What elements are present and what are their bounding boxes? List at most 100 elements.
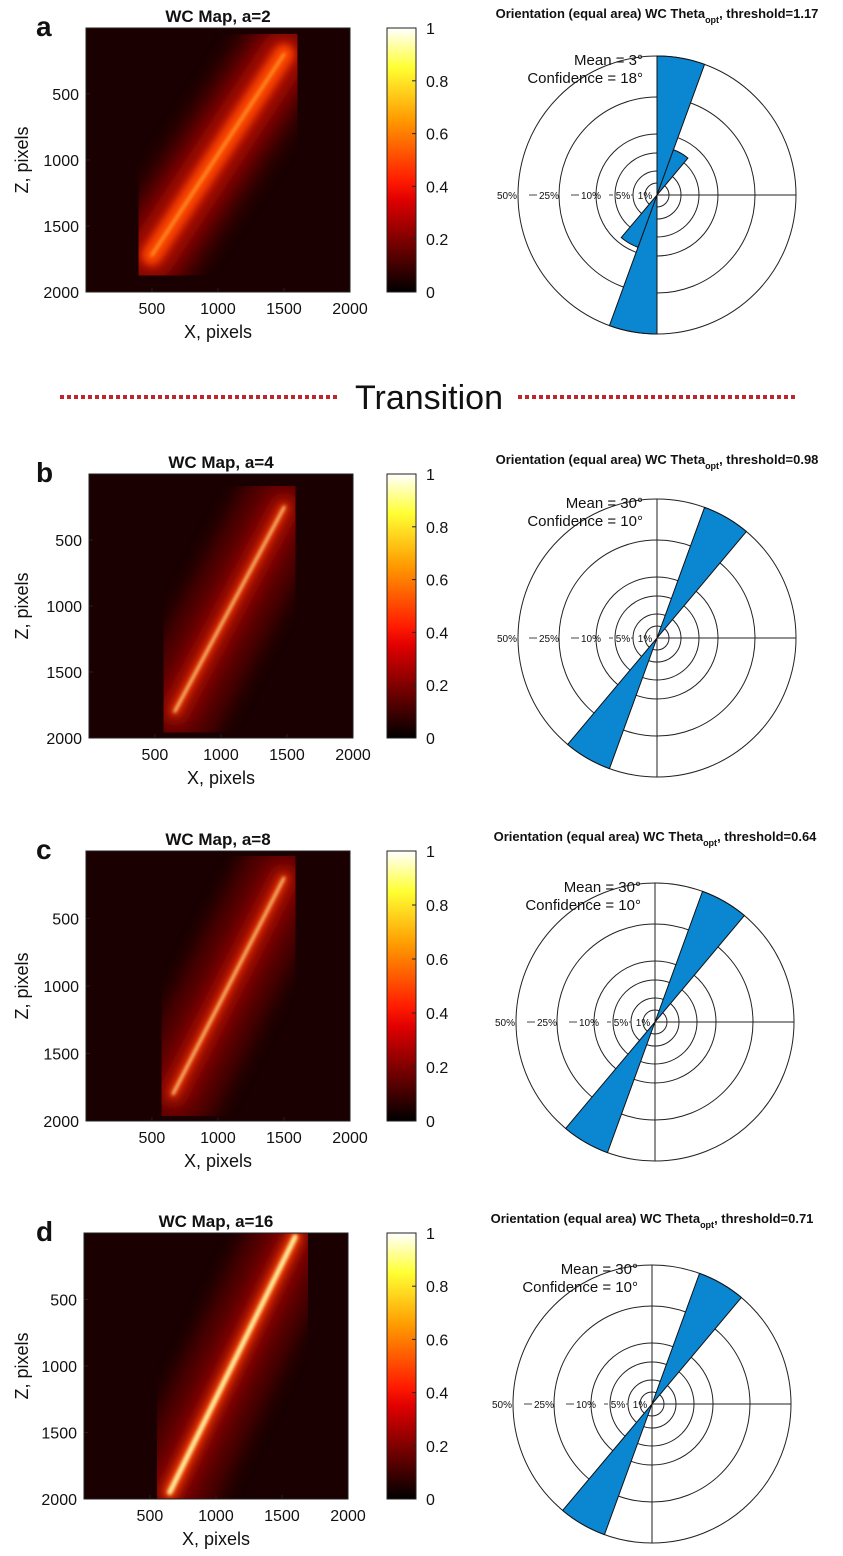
polar-ring-label: 25% xyxy=(534,1400,554,1411)
panel-letter: d xyxy=(36,1216,53,1247)
polar-histogram: Orientation (equal area) WC Thetaopt, th… xyxy=(491,1211,813,1544)
polar-ring-label: 50% xyxy=(497,191,517,202)
heatmap-title: WC Map, a=16 xyxy=(159,1212,274,1231)
polar-title-part: Orientation (equal area) WC Theta xyxy=(496,452,706,467)
x-axis-label: X, pixels xyxy=(187,768,255,788)
polar-ring-label: 1% xyxy=(638,634,653,645)
y-axis-label: Z, pixels xyxy=(12,572,32,639)
x-tick-label: 1500 xyxy=(269,747,305,764)
x-tick-label: 1500 xyxy=(264,1508,300,1525)
heatmap-intensity xyxy=(124,1233,341,1499)
polar-wedge xyxy=(608,194,658,335)
polar-ring-label: 50% xyxy=(497,634,517,645)
x-tick-label: 1500 xyxy=(266,301,302,318)
polar-wedge xyxy=(561,1403,653,1536)
polar-title-subscript: opt xyxy=(705,15,719,25)
x-tick-label: 1500 xyxy=(266,1130,302,1147)
heatmap-intensity xyxy=(129,474,330,738)
x-axis-label: X, pixels xyxy=(184,1151,252,1171)
x-tick-label: 500 xyxy=(139,301,166,318)
transition-divider: Transition xyxy=(60,379,795,417)
heatmap-intensity xyxy=(128,851,329,1121)
polar-ring-label: 5% xyxy=(611,1400,626,1411)
colorbar-tick-label: 0.4 xyxy=(426,1006,448,1023)
x-tick-label: 2000 xyxy=(332,301,368,318)
heatmap-title: WC Map, a=2 xyxy=(165,7,270,26)
polar-confidence-label: Confidence = 10° xyxy=(522,1279,638,1296)
y-tick-label: 1000 xyxy=(43,979,79,996)
ridge-peak xyxy=(171,876,286,1096)
y-tick-label: 1000 xyxy=(46,599,82,616)
polar-wedge xyxy=(564,1021,656,1154)
polar-title-subscript: opt xyxy=(705,461,719,471)
polar-title-part: Orientation (equal area) WC Theta xyxy=(491,1211,701,1226)
colorbar-tick-label: 0.6 xyxy=(426,1332,448,1349)
colorbar-tick-label: 0.2 xyxy=(426,678,448,695)
colorbar-tick-label: 0.2 xyxy=(426,1060,448,1077)
colorbar: 0 0.2 0.4 0.6 0.8 1 xyxy=(386,844,448,1131)
x-axis-label: X, pixels xyxy=(184,322,252,342)
colorbar: 0 0.2 0.4 0.6 0.8 1 xyxy=(386,21,448,302)
ridge-peak xyxy=(173,505,286,713)
polar-title-part: , threshold=0.64 xyxy=(717,829,817,844)
colorbar-tick-label: 1 xyxy=(426,467,435,484)
polar-ring-label: 1% xyxy=(636,1018,651,1029)
polar-title-subscript: opt xyxy=(700,1220,714,1230)
y-tick-label: 1500 xyxy=(43,219,79,236)
colorbar-tick-label: 0.8 xyxy=(426,1279,448,1296)
panel-letter: b xyxy=(36,457,53,488)
y-axis-label: Z, pixels xyxy=(12,1332,32,1399)
polar-ring-label: 10% xyxy=(581,191,601,202)
polar-ring-label: 50% xyxy=(495,1018,515,1029)
panel-d: d WC Map, a=16 500 1000 1500 2000 500 1000 1500 2… xyxy=(12,1211,813,1549)
polar-wedge xyxy=(620,194,658,248)
x-tick-label: 2000 xyxy=(332,1130,368,1147)
colorbar-tick-label: 0.4 xyxy=(426,1386,448,1403)
polar-histogram: Orientation (equal area) WC Thetaopt, th… xyxy=(496,452,818,778)
y-tick-label: 1000 xyxy=(41,1359,77,1376)
polar-confidence-label: Confidence = 18° xyxy=(527,70,643,87)
colorbar-gradient xyxy=(386,1232,417,1500)
polar-title-part: Orientation (equal area) WC Theta xyxy=(496,6,706,21)
colorbar-gradient xyxy=(386,27,417,293)
polar-mean-label: Mean = 30° xyxy=(564,879,641,896)
colorbar-tick-label: 0.6 xyxy=(426,573,448,590)
polar-ring-label: 10% xyxy=(576,1400,596,1411)
colorbar-tick-label: 0.2 xyxy=(426,232,448,249)
heatmap-intensity xyxy=(106,28,329,292)
polar-title-subscript: opt xyxy=(703,838,717,848)
colorbar: 0 0.2 0.4 0.6 0.8 1 xyxy=(386,467,448,748)
y-tick-label: 1000 xyxy=(43,153,79,170)
colorbar-tick-label: 0 xyxy=(426,285,435,302)
y-tick-label: 1500 xyxy=(41,1425,77,1442)
polar-ring-label: 50% xyxy=(492,1400,512,1411)
polar-title-part: , threshold=1.17 xyxy=(719,6,818,21)
polar-ring-label: 25% xyxy=(537,1018,557,1029)
polar-mean-label: Mean = 30° xyxy=(561,1261,638,1278)
x-tick-label: 1000 xyxy=(200,301,236,318)
polar-wedge xyxy=(566,637,658,770)
polar-wedge xyxy=(656,506,748,639)
colorbar-tick-label: 0 xyxy=(426,1492,435,1509)
polar-ring-label: 5% xyxy=(616,191,631,202)
polar-title-part: , threshold=0.71 xyxy=(714,1211,813,1226)
heatmap xyxy=(83,1232,349,1500)
y-tick-label: 2000 xyxy=(43,1114,79,1131)
polar-ring-label: 1% xyxy=(638,191,653,202)
ridge-peak xyxy=(167,1234,298,1495)
y-tick-label: 2000 xyxy=(46,731,82,748)
y-tick-label: 2000 xyxy=(41,1492,77,1509)
panel-letter: a xyxy=(36,11,52,42)
y-tick-label: 2000 xyxy=(43,285,79,302)
x-tick-label: 500 xyxy=(137,1508,164,1525)
polar-title-part: , threshold=0.98 xyxy=(719,452,818,467)
polar-wedge xyxy=(656,55,706,196)
polar-title: Orientation (equal area) WC Thetaopt, th… xyxy=(496,6,819,25)
panel-b: b WC Map, a=4 500 1000 1500 2000 500 1000 1500 20… xyxy=(12,452,818,788)
polar-ring-label: 5% xyxy=(614,1018,629,1029)
heatmap-title: WC Map, a=4 xyxy=(168,453,274,472)
colorbar-gradient xyxy=(386,850,417,1122)
transition-label: Transition xyxy=(355,379,503,417)
polar-wedge xyxy=(654,890,746,1023)
colorbar: 0 0.2 0.4 0.6 0.8 1 xyxy=(386,1226,448,1509)
